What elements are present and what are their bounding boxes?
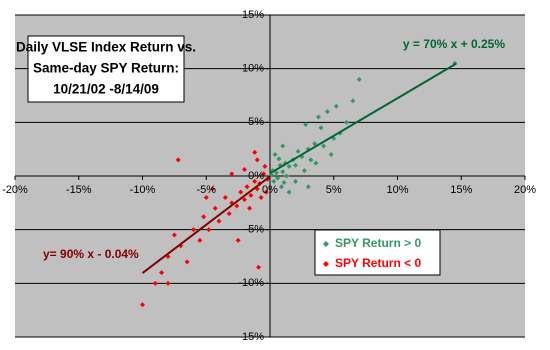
point — [268, 172, 274, 178]
point — [293, 162, 298, 168]
marks — [140, 60, 458, 308]
legend-marker — [323, 261, 329, 267]
point — [295, 148, 301, 154]
point — [191, 227, 196, 233]
point — [226, 211, 232, 217]
point — [212, 205, 218, 211]
point — [248, 192, 254, 198]
point — [276, 156, 282, 162]
point — [303, 121, 309, 127]
point — [261, 171, 267, 177]
title-box — [27, 35, 185, 103]
chart-title: 10/21/02 -8/14/09 — [53, 82, 159, 97]
point — [324, 109, 330, 115]
trendline — [141, 175, 271, 274]
point — [263, 189, 269, 195]
x-tick-label: 15% — [450, 184, 472, 196]
point — [216, 218, 222, 224]
chart-title: Daily VLSE Index Return vs. — [16, 40, 196, 55]
trendline-label: y= 90% x - 0.04% — [43, 247, 139, 261]
point — [210, 186, 216, 192]
point — [235, 237, 241, 243]
x-tick-label: 20% — [514, 184, 536, 196]
point — [280, 143, 286, 149]
point — [321, 143, 327, 149]
chart-title: Same-day SPY Return: — [33, 61, 179, 76]
point — [159, 270, 165, 276]
point — [275, 175, 281, 181]
point — [350, 98, 356, 104]
y-tick-label: -15% — [238, 331, 264, 343]
point — [293, 178, 298, 184]
point — [229, 171, 235, 177]
point — [278, 184, 284, 190]
x-tick-label: -20% — [2, 184, 28, 196]
y-tick-label: 0% — [248, 170, 264, 182]
point — [356, 76, 362, 82]
point — [313, 160, 319, 166]
point — [252, 178, 258, 184]
point — [312, 141, 318, 147]
point — [284, 173, 290, 179]
trendline-label: y = 70% x + 0.25% — [403, 37, 505, 51]
point — [315, 114, 321, 120]
point — [286, 189, 292, 195]
point — [258, 194, 264, 200]
point — [308, 157, 314, 163]
point — [222, 194, 228, 200]
point — [256, 264, 262, 270]
point — [305, 184, 311, 190]
point — [184, 259, 190, 265]
point — [234, 203, 240, 209]
point — [301, 168, 307, 174]
point — [206, 227, 212, 233]
point — [344, 119, 349, 125]
point — [165, 280, 171, 286]
point — [328, 152, 334, 158]
x-tick-label: -10% — [130, 184, 156, 196]
y-tick-label: -10% — [238, 277, 264, 289]
legend — [314, 229, 441, 276]
legend-marker — [323, 241, 329, 247]
y-tick-label: -5% — [244, 224, 264, 236]
point — [252, 149, 258, 155]
x-tick-label: -15% — [66, 184, 92, 196]
trendline — [269, 62, 457, 175]
point — [175, 157, 181, 163]
y-tick-label: 5% — [248, 116, 264, 128]
point — [262, 163, 268, 169]
point — [286, 163, 292, 169]
point — [238, 189, 244, 195]
legend-label: SPY Return < 0 — [335, 256, 421, 270]
point — [333, 103, 339, 109]
x-tick-label: 10% — [386, 184, 408, 196]
y-tick-label: 10% — [242, 63, 264, 75]
point — [244, 184, 250, 190]
legend-label: SPY Return > 0 — [335, 236, 421, 250]
x-tick-label: -5% — [196, 184, 216, 196]
point — [273, 170, 279, 176]
point — [201, 214, 207, 220]
point — [242, 197, 247, 203]
point — [247, 205, 253, 211]
point — [272, 152, 278, 158]
point — [197, 237, 203, 243]
point — [318, 125, 324, 131]
point — [171, 232, 177, 238]
point — [271, 178, 277, 184]
point — [281, 179, 287, 185]
point — [280, 169, 286, 175]
point — [242, 167, 247, 173]
y-tick-label: 15% — [242, 9, 264, 21]
x-tick-label: 5% — [326, 184, 342, 196]
point — [254, 157, 260, 163]
x-tick-label: 0% — [262, 184, 278, 196]
point — [203, 194, 209, 200]
point — [152, 280, 158, 286]
point — [140, 302, 145, 308]
